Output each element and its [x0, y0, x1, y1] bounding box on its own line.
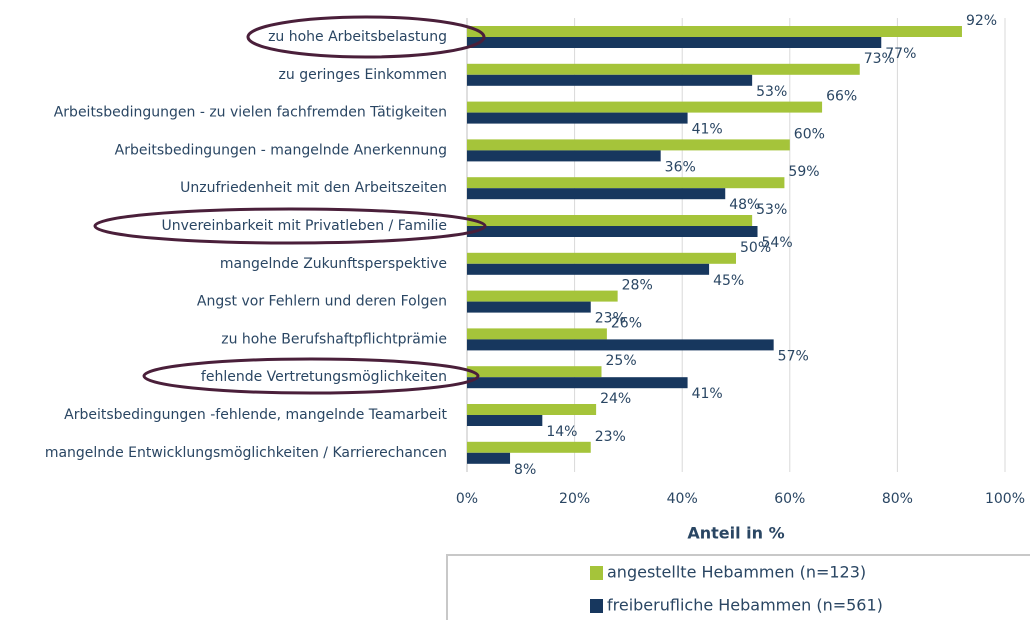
bar: [467, 112, 688, 124]
legend-label: freiberufliche Hebammen (n=561): [607, 596, 883, 615]
x-tick-label: 60%: [774, 491, 805, 507]
value-label: 24%: [600, 391, 631, 407]
value-label: 14%: [546, 424, 577, 440]
bar: [467, 74, 753, 86]
y-tick-label: zu geringes Einkommen: [279, 67, 447, 83]
value-label: 41%: [692, 386, 723, 402]
bar: [467, 215, 753, 226]
value-label: 92%: [966, 13, 997, 29]
value-label: 53%: [756, 202, 787, 218]
bar: [467, 290, 618, 302]
value-label: 23%: [595, 429, 626, 445]
value-label: 26%: [611, 315, 642, 331]
bars: [467, 26, 962, 464]
bar: [467, 339, 774, 351]
bar: [467, 226, 758, 237]
bar: [467, 37, 882, 48]
highlight-ellipse: [246, 15, 486, 59]
bar: [467, 139, 790, 151]
y-tick-label: zu hohe Arbeitsbelastung: [268, 29, 447, 45]
value-label: 59%: [788, 164, 819, 180]
y-tick-label: Unvereinbarkeit mit Privatleben / Famili…: [161, 218, 447, 234]
value-label: 77%: [885, 46, 916, 62]
y-tick-label: Unzufriedenheit mit den Arbeitszeiten: [180, 180, 447, 196]
bar: [467, 377, 688, 389]
value-label: 23%: [595, 311, 626, 327]
bar: [467, 366, 602, 378]
value-label: 8%: [514, 462, 536, 478]
x-tick-label: 40%: [667, 491, 698, 507]
highlight-ellipse: [93, 207, 487, 245]
legend-frame: [446, 554, 1030, 620]
bar: [467, 441, 591, 453]
y-tick-label: mangelnde Zukunftsperspektive: [220, 256, 447, 272]
bar: [467, 188, 726, 200]
y-tick-label: Arbeitsbedingungen -fehlende, mangelnde …: [64, 407, 447, 423]
x-axis-title: Anteil in %: [687, 524, 784, 543]
value-label: 57%: [778, 348, 809, 364]
bar: [467, 150, 661, 162]
bar: [467, 263, 710, 275]
y-tick-label: Arbeitsbedingungen - mangelnde Anerkennu…: [115, 142, 447, 158]
y-tick-label: fehlende Vertretungsmöglichkeiten: [201, 369, 447, 385]
value-label: 60%: [794, 126, 825, 142]
grid: [466, 18, 1006, 472]
value-label: 54%: [762, 235, 793, 251]
y-tick-label: Arbeitsbedingungen - zu vielen fachfremd…: [54, 105, 447, 121]
value-label: 45%: [713, 273, 744, 289]
bar: [467, 26, 962, 37]
value-label: 48%: [729, 197, 760, 213]
bar: [467, 415, 543, 426]
y-tick-label: zu hohe Berufshaftpflichtprämie: [221, 331, 447, 347]
bar: [467, 301, 591, 313]
bar: [467, 252, 736, 264]
legend-swatch: [590, 599, 603, 613]
x-tick-label: 20%: [559, 491, 590, 507]
bar: [467, 101, 823, 113]
y-tick-label: Angst vor Fehlern und deren Folgen: [197, 294, 447, 310]
bar: [467, 452, 511, 464]
highlight-ellipse: [142, 357, 480, 395]
value-label: 53%: [756, 84, 787, 100]
bar: [467, 328, 607, 340]
value-label: 73%: [864, 51, 895, 67]
value-label: 50%: [740, 240, 771, 256]
value-label: 66%: [826, 89, 857, 105]
x-tick-label: 100%: [985, 491, 1025, 507]
bar: [467, 404, 597, 415]
value-label: 36%: [665, 159, 696, 175]
value-label: 28%: [622, 278, 653, 294]
y-tick-label: mangelnde Entwicklungsmöglichkeiten / Ka…: [45, 445, 447, 461]
x-tick-label: 0%: [456, 491, 478, 507]
legend-label: angestellte Hebammen (n=123): [607, 563, 866, 582]
x-tick-label: 80%: [882, 491, 913, 507]
value-label: 41%: [692, 122, 723, 138]
legend-swatch: [590, 566, 603, 580]
value-label: 25%: [606, 353, 637, 369]
bar: [467, 63, 860, 75]
bar: [467, 177, 785, 189]
